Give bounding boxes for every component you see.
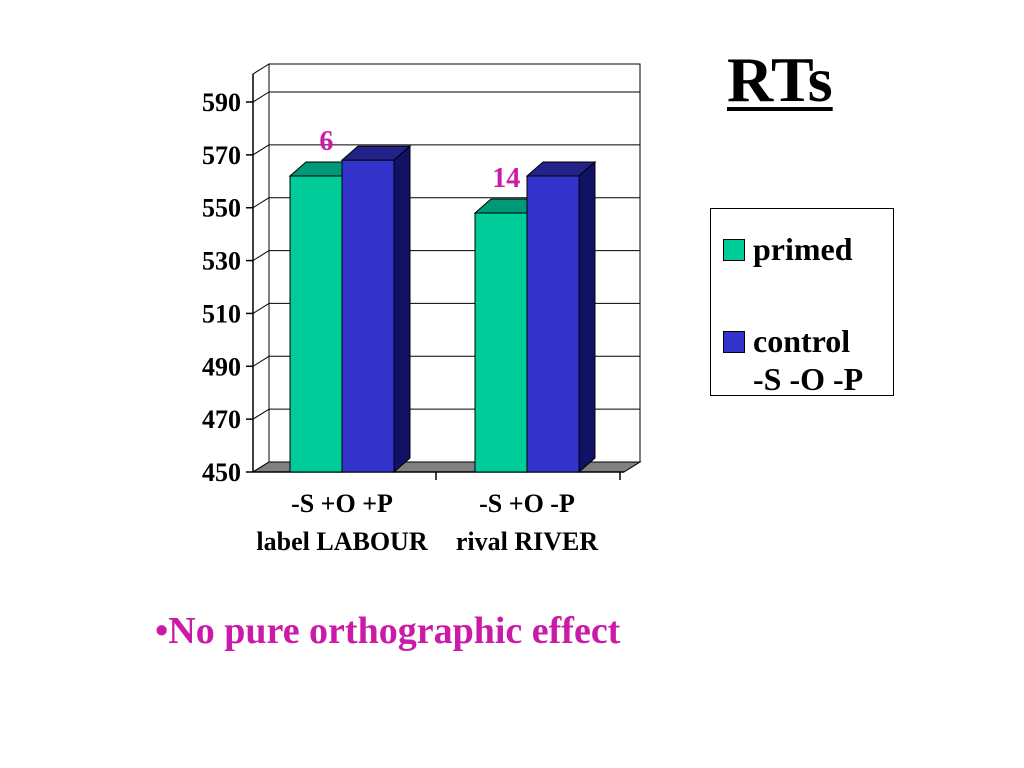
- category-label-1-line2: rival RIVER: [456, 527, 599, 556]
- bar-primed-0: [289, 175, 343, 473]
- category-label-1-line1: -S +O -P: [479, 489, 575, 518]
- legend-label-primed: primed: [753, 231, 853, 267]
- ytick-label-530: 530: [202, 247, 241, 276]
- bar-side-control-0: [393, 145, 411, 474]
- gridline-side-530: [252, 250, 270, 261]
- bar-side-control-1: [578, 160, 596, 474]
- legend-label-control: control: [753, 323, 851, 359]
- ytick-label-570: 570: [202, 141, 241, 170]
- gridline-side-590: [252, 91, 270, 103]
- ytick-label-590: 590: [202, 88, 241, 117]
- annotation-1: 14: [492, 163, 520, 194]
- gridline-side-550: [252, 197, 270, 209]
- ytick-label-490: 490: [202, 352, 241, 381]
- legend-item-primed: primed: [723, 233, 853, 265]
- bar-primed-1: [474, 212, 528, 473]
- legend-swatch-primed: [723, 238, 745, 261]
- legend-item-control: control: [723, 325, 850, 357]
- gridline-side-510: [252, 303, 270, 314]
- ytick-label-510: 510: [202, 299, 241, 328]
- bar-control-1: [526, 175, 580, 473]
- legend-sublabel: -S -O -P: [753, 361, 864, 397]
- gridline-side-470: [252, 408, 270, 420]
- chart-title: RTs: [727, 44, 833, 115]
- gridline-side-490: [252, 355, 270, 367]
- ytick-label-550: 550: [202, 194, 241, 223]
- ytick-label-470: 470: [202, 405, 241, 434]
- gridline-side-570: [252, 144, 270, 156]
- ytick-label-450: 450: [202, 458, 241, 487]
- legend: primed control -S -O -P: [710, 208, 894, 396]
- category-label-0-line2: label LABOUR: [256, 527, 427, 556]
- bar-control-0: [341, 159, 395, 473]
- legend-swatch-control: [723, 330, 745, 353]
- bullet-note: •No pure orthographic effect: [155, 610, 621, 652]
- annotation-0: 6: [319, 126, 333, 157]
- category-label-0-line1: -S +O +P: [291, 489, 393, 518]
